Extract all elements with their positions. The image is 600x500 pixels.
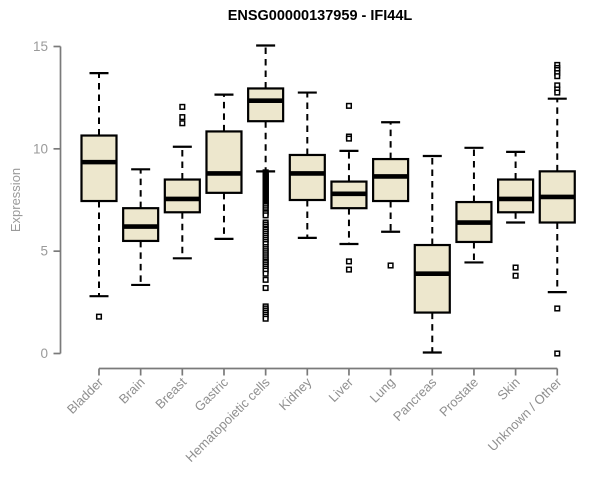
category-label-brain: Brain (116, 375, 148, 407)
box-unknown-other (538, 61, 576, 357)
iqr-box (288, 153, 326, 202)
box-brain (122, 168, 160, 287)
category-label-breast: Breast (152, 374, 189, 411)
category-label-prostate: Prostate (436, 375, 481, 420)
iqr-box (80, 134, 118, 203)
category-label-kidney: Kidney (276, 374, 315, 413)
y-tick-label: 5 (40, 244, 48, 259)
category-label-gastric: Gastric (191, 374, 231, 414)
outlier-point (554, 73, 561, 80)
box-prostate (455, 146, 493, 264)
outlier-point (554, 350, 561, 357)
outlier-point (95, 313, 103, 320)
chart-title: ENSG00000137959 - IFI44L (228, 8, 413, 24)
outlier-point (262, 270, 269, 277)
outlier-point (179, 114, 186, 121)
outlier-point (512, 272, 519, 279)
y-tick-label: 10 (33, 141, 48, 156)
box-lung (372, 121, 410, 269)
iqr-box (163, 178, 201, 214)
outlier-point (387, 262, 394, 269)
box-bladder (80, 72, 118, 320)
category-label-lung: Lung (367, 375, 398, 406)
box-gastric (205, 93, 243, 240)
box-pancreas (413, 154, 451, 354)
outlier-point (345, 135, 353, 142)
category-label-liver: Liver (326, 374, 357, 405)
category-label-pancreas: Pancreas (390, 374, 440, 424)
box-hematopoietic-cells (247, 44, 285, 322)
iqr-box (497, 178, 535, 214)
iqr-box (413, 243, 451, 314)
outlier-point (262, 315, 269, 322)
outlier-point (179, 120, 186, 127)
box-liver (330, 102, 368, 273)
outlier-point (262, 276, 269, 283)
y-axis-label: Expression (8, 168, 23, 232)
iqr-box (372, 157, 410, 203)
outlier-point (554, 305, 561, 312)
outlier-point (262, 284, 269, 292)
category-label-bladder: Bladder (64, 374, 107, 417)
category-label-unknown-other: Unknown / Other (485, 374, 565, 454)
outlier-point (345, 102, 353, 109)
outlier-point (262, 212, 269, 219)
outlier-point (179, 103, 186, 110)
category-label-skin: Skin (494, 375, 522, 403)
outlier-point (345, 266, 353, 273)
box-breast (163, 103, 201, 260)
y-tick-label: 0 (40, 346, 48, 361)
boxes (80, 44, 576, 357)
outlier-point (345, 258, 353, 265)
box-kidney (288, 91, 326, 239)
iqr-box (247, 87, 285, 123)
box-skin (497, 150, 535, 279)
outlier-point (512, 264, 519, 271)
y-tick-label: 15 (33, 39, 48, 54)
iqr-box (205, 130, 243, 194)
outlier-point (554, 89, 561, 96)
